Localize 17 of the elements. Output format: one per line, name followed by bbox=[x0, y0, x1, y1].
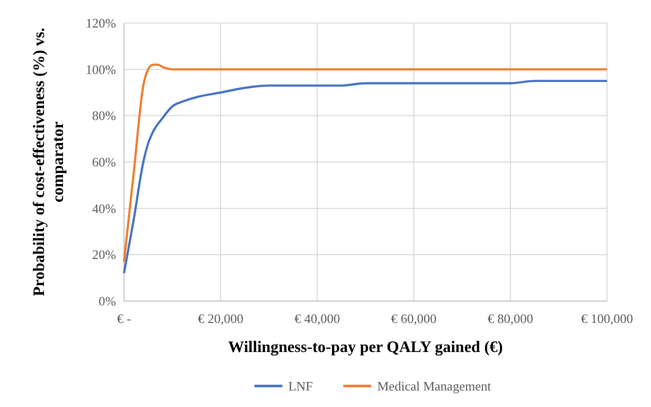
y-tick-label: 0% bbox=[98, 294, 116, 309]
x-tick-label: € 80,000 bbox=[488, 311, 534, 326]
y-tick-label: 60% bbox=[92, 154, 116, 170]
x-tick-label: € 100,000 bbox=[581, 311, 633, 326]
x-axis-title: Willingness-to-pay per QALY gained (€) bbox=[228, 339, 503, 356]
legend-label: LNF bbox=[288, 378, 313, 394]
y-tick-label: 80% bbox=[92, 108, 116, 124]
y-tick-label: 40% bbox=[92, 200, 116, 216]
y-axis-title: Probability of cost-effectiveness (%) vs. comparator bbox=[31, 28, 68, 296]
y-tick-label: 20% bbox=[92, 247, 116, 262]
legend-label: Medical Management bbox=[377, 378, 492, 394]
y-tick-label: 120% bbox=[86, 16, 116, 31]
x-tick-label: € 40,000 bbox=[294, 311, 340, 326]
y-tick-label: 100% bbox=[86, 62, 116, 77]
x-tick-label: € - bbox=[116, 311, 132, 326]
x-tick-label: € 60,000 bbox=[391, 311, 437, 326]
x-tick-label: € 20,000 bbox=[198, 311, 244, 326]
